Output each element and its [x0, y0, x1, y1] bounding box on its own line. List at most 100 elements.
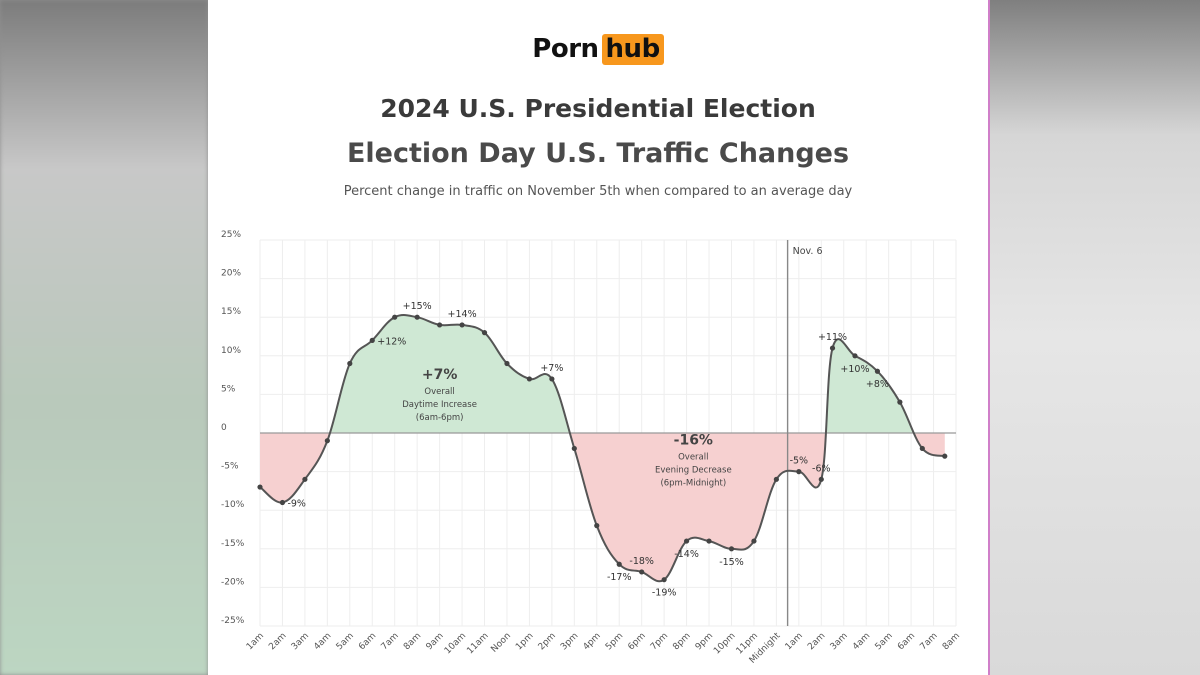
point-label: +11% — [818, 332, 847, 343]
y-tick-label: 5% — [221, 384, 236, 394]
logo-text-right: hub — [601, 34, 664, 65]
x-tick-label: 5pm — [604, 631, 625, 652]
data-point — [459, 322, 465, 328]
x-tick-label: 1am — [784, 631, 805, 652]
chart-description: Percent change in traffic on November 5t… — [343, 184, 853, 199]
chart-title: 2024 U.S. Presidential Election — [380, 94, 816, 123]
annotation-text: Daytime Increase — [402, 400, 477, 410]
data-point — [504, 360, 510, 367]
x-tick-label: Noon — [489, 631, 513, 655]
point-label: +14% — [448, 309, 477, 320]
x-tick-label: 1am — [245, 631, 266, 652]
point-label: -17% — [607, 572, 632, 583]
x-tick-label: 8pm — [671, 631, 692, 652]
y-tick-label: -20% — [221, 577, 245, 587]
x-tick-label: 4am — [312, 631, 333, 652]
x-tick-label: 2am — [267, 631, 288, 652]
x-tick-label: 7pm — [649, 631, 670, 652]
data-point — [852, 353, 858, 359]
point-label: -9% — [287, 498, 306, 509]
data-point — [257, 484, 263, 490]
data-point — [481, 330, 488, 336]
nov6-label: Nov. 6 — [793, 246, 823, 257]
x-tick-label: 8am — [402, 631, 423, 652]
data-point — [706, 538, 712, 544]
data-point — [347, 360, 353, 367]
point-label: +7% — [540, 363, 563, 374]
data-point — [414, 314, 420, 320]
x-tick-label: 6am — [357, 631, 378, 652]
annotation-text: (6pm-Midnight) — [660, 479, 726, 489]
x-tick-label: 7am — [380, 631, 401, 652]
annotation-text: Overall — [424, 387, 454, 397]
y-tick-label: -15% — [221, 539, 245, 549]
x-tick-label: 3pm — [559, 631, 580, 652]
negative-area — [260, 433, 945, 582]
data-point — [324, 438, 330, 444]
y-tick-label: 15% — [221, 307, 241, 317]
positive-area — [260, 315, 945, 433]
x-tick-label: 5am — [335, 631, 356, 652]
x-tick-label: 1pm — [514, 631, 535, 652]
x-tick-label: 6am — [896, 631, 917, 652]
data-point — [302, 476, 308, 482]
series-line — [259, 314, 946, 583]
data-point — [773, 476, 779, 482]
x-tick-label: 2pm — [537, 631, 558, 652]
data-point — [796, 469, 802, 475]
y-tick-label: 0 — [221, 423, 227, 433]
y-tick-label: -5% — [221, 462, 239, 472]
annotation-text: (6am-6pm) — [416, 413, 464, 423]
x-tick-label: 3am — [829, 631, 850, 652]
logo-text-left: Porn — [532, 34, 599, 64]
background-left-panel — [0, 0, 208, 675]
data-point — [874, 368, 881, 374]
y-tick-label: 10% — [221, 346, 241, 356]
data-point — [437, 322, 443, 328]
x-tick-label: 6pm — [626, 631, 647, 652]
annotation-value: -16% — [674, 433, 713, 449]
data-point — [683, 538, 690, 544]
y-tick-label: -10% — [221, 500, 245, 510]
data-point — [897, 399, 903, 405]
data-point — [549, 376, 555, 382]
data-point — [594, 523, 600, 529]
x-tick-label: 5am — [874, 631, 895, 652]
data-point — [639, 569, 645, 575]
y-tick-label: 20% — [221, 269, 241, 279]
data-point — [526, 376, 533, 382]
point-label: -6% — [812, 463, 831, 474]
annotation-text: Evening Decrease — [655, 466, 732, 476]
annotation-value: +7% — [422, 367, 458, 383]
x-tick-label: 3am — [290, 631, 311, 652]
x-tick-label: 10am — [443, 631, 468, 656]
data-point — [728, 546, 735, 552]
point-label: +8% — [866, 379, 889, 390]
point-label: -15% — [719, 557, 744, 568]
right-edge-stripe — [988, 0, 990, 675]
brand-logo: Porn hub — [208, 34, 988, 65]
data-point — [571, 445, 577, 452]
x-tick-label: 11am — [465, 631, 490, 656]
point-label: -5% — [790, 456, 809, 467]
point-label: +12% — [377, 336, 406, 347]
data-point — [616, 561, 622, 567]
x-tick-label: 7am — [918, 631, 939, 652]
x-tick-label: 8am — [941, 631, 962, 652]
point-label: +10% — [840, 364, 869, 375]
point-label: +15% — [403, 301, 432, 312]
x-tick-label: 4am — [851, 631, 872, 652]
chart-subtitle: Election Day U.S. Traffic Changes — [346, 138, 850, 169]
point-label: -18% — [629, 556, 654, 567]
x-tick-label: 10pm — [712, 631, 737, 656]
data-point — [392, 314, 398, 320]
infographic-card: Porn hub 2024 U.S. Presidential Election … — [208, 0, 988, 675]
point-label: -14% — [674, 549, 699, 560]
annotation-text: Overall — [678, 453, 708, 463]
x-tick-label: 2am — [806, 631, 827, 652]
data-point — [829, 345, 836, 351]
point-label: -19% — [652, 588, 677, 599]
data-point — [942, 453, 948, 459]
data-point — [369, 337, 375, 343]
data-point — [661, 577, 667, 583]
